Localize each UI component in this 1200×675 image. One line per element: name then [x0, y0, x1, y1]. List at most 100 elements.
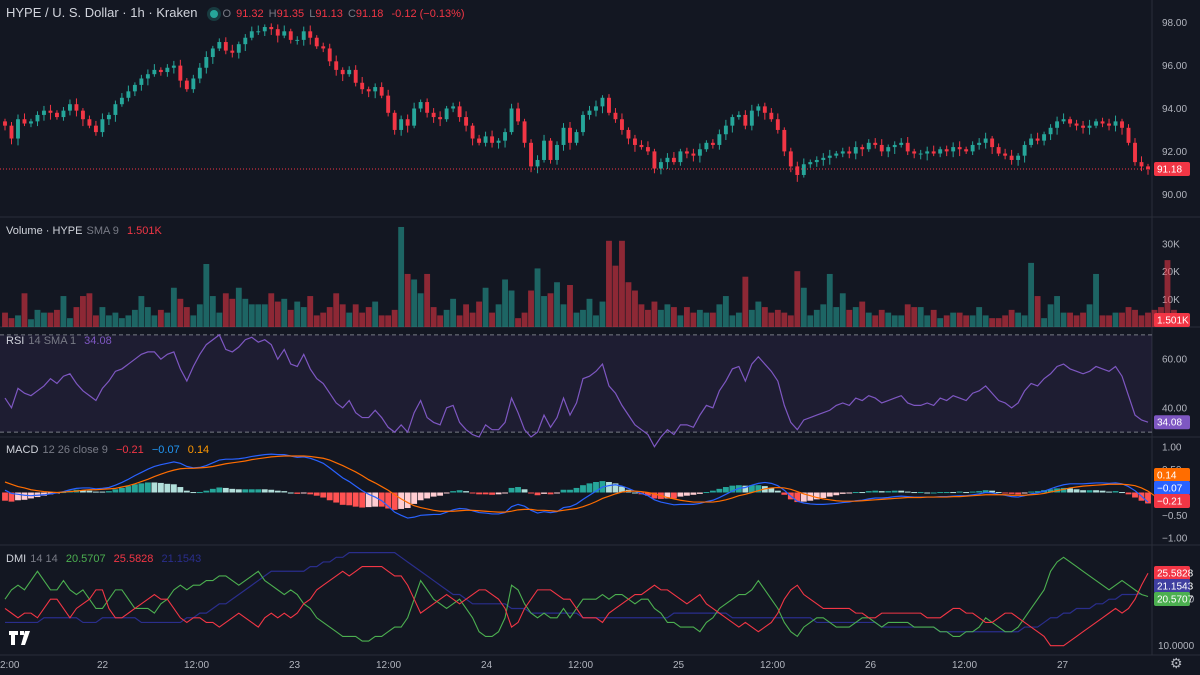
macd-histogram-bar — [1060, 487, 1067, 493]
candle — [42, 105, 46, 121]
candle — [1074, 119, 1079, 131]
candle — [658, 158, 663, 175]
macd-label: MACD — [6, 444, 39, 456]
rsi-line — [4, 333, 1149, 448]
macd-legend[interactable]: MACD 12 26 close 9 −0.21 −0.07 0.14 — [6, 444, 214, 456]
candle — [236, 41, 241, 59]
volume-bar — [92, 315, 99, 327]
time-tick-label: 12:00 — [376, 660, 401, 671]
time-tick-label: 12:00 — [184, 660, 209, 671]
volume-bar — [664, 304, 671, 327]
candle-body — [282, 31, 287, 36]
candle — [1146, 163, 1150, 175]
volume-bar — [157, 309, 164, 327]
candle-body — [249, 31, 254, 38]
macd-histogram-bar — [404, 492, 411, 509]
candle — [827, 149, 832, 165]
last-price-tag: 91.18 — [1157, 164, 1182, 175]
candle-body — [509, 108, 514, 133]
candle — [879, 139, 884, 157]
volume-bar — [502, 279, 508, 327]
candle — [139, 74, 144, 91]
macd-histogram-bar — [1086, 490, 1093, 493]
high-value: 91.35 — [276, 8, 305, 20]
candle-body — [100, 119, 105, 133]
candle-body — [438, 117, 443, 120]
candle-body — [295, 39, 300, 41]
volume-bar — [748, 309, 755, 327]
candle-body — [1029, 138, 1034, 145]
dmi-legend[interactable]: DMI 14 14 20.5707 25.5828 21.1543 — [6, 553, 206, 565]
dmi-params: 14 14 — [30, 553, 58, 565]
candle-body — [366, 89, 371, 92]
macd-histogram-bar — [92, 491, 99, 493]
candle-body — [678, 151, 683, 163]
candle — [314, 35, 319, 49]
macd-histogram-bar — [904, 491, 911, 493]
candle-body — [834, 153, 839, 156]
candle — [1016, 153, 1021, 166]
volume-bar — [125, 315, 132, 327]
macd-histogram-bar — [878, 491, 885, 493]
candle — [600, 95, 605, 114]
volume-bar — [34, 309, 41, 327]
volume-bar — [359, 312, 366, 327]
price-tick-label: 90.00 — [1162, 190, 1187, 201]
volume-bar — [677, 315, 684, 327]
candle — [542, 134, 546, 163]
candle — [1035, 132, 1040, 145]
candle — [1107, 118, 1111, 131]
plus-di-line — [4, 556, 1149, 642]
market-status-icon — [209, 10, 218, 19]
candle — [464, 111, 469, 132]
macd-histogram-bar — [515, 487, 521, 493]
candle-body — [795, 166, 800, 175]
rsi-tick-label: 40.00 — [1162, 403, 1187, 414]
candle — [762, 102, 767, 120]
volume-bar — [1041, 318, 1048, 327]
candle-body — [925, 151, 930, 154]
macd-histogram-bar — [196, 492, 203, 494]
candle — [1003, 148, 1008, 160]
volume-bar — [658, 309, 664, 327]
macd-histogram-bar — [2, 492, 8, 501]
volume-bar — [242, 298, 249, 327]
candle — [1087, 119, 1092, 135]
candle — [607, 94, 611, 116]
macd-histogram-bar — [190, 492, 197, 494]
candle — [1009, 149, 1014, 165]
volume-bar — [216, 312, 223, 327]
macd-histogram-bar — [982, 490, 989, 493]
volume-bar — [528, 290, 534, 327]
macd-histogram-bar — [554, 492, 560, 494]
macd-histogram-bar — [1093, 490, 1099, 493]
candle-body — [9, 125, 14, 139]
macd-histogram-bar — [580, 485, 586, 493]
volume-bar — [1112, 312, 1119, 327]
candle-body — [1074, 123, 1079, 126]
candle — [678, 148, 683, 166]
candle-body — [873, 142, 878, 145]
candle-body — [587, 110, 592, 115]
macd-histogram-bar — [807, 492, 814, 501]
candle — [1055, 116, 1060, 135]
volume-bar — [437, 315, 444, 327]
macd-line-legend: −0.07 — [151, 444, 180, 456]
symbol-title[interactable]: HYPE / U. S. Dollar · 1h · Kraken — [6, 5, 198, 20]
candle-body — [308, 31, 313, 38]
volume-bar — [222, 293, 229, 327]
candle-body — [418, 102, 423, 109]
candle-body — [977, 142, 982, 145]
macd-histogram-bar — [125, 486, 132, 493]
candle-body — [918, 153, 923, 155]
macd-histogram-bar — [359, 492, 366, 508]
macd-hist-tag: 0.14 — [1157, 471, 1177, 482]
volume-bar — [21, 293, 28, 327]
rsi-legend[interactable]: RSI 14 SMA 1 34.08 — [6, 335, 117, 347]
candle-body — [704, 142, 709, 150]
candle — [561, 123, 566, 151]
macd-histogram-bar — [229, 488, 236, 493]
settings-gear-icon[interactable]: ⚙ — [1170, 655, 1183, 671]
volume-legend[interactable]: Volume · HYPE SMA 9 1.501K — [6, 225, 167, 237]
